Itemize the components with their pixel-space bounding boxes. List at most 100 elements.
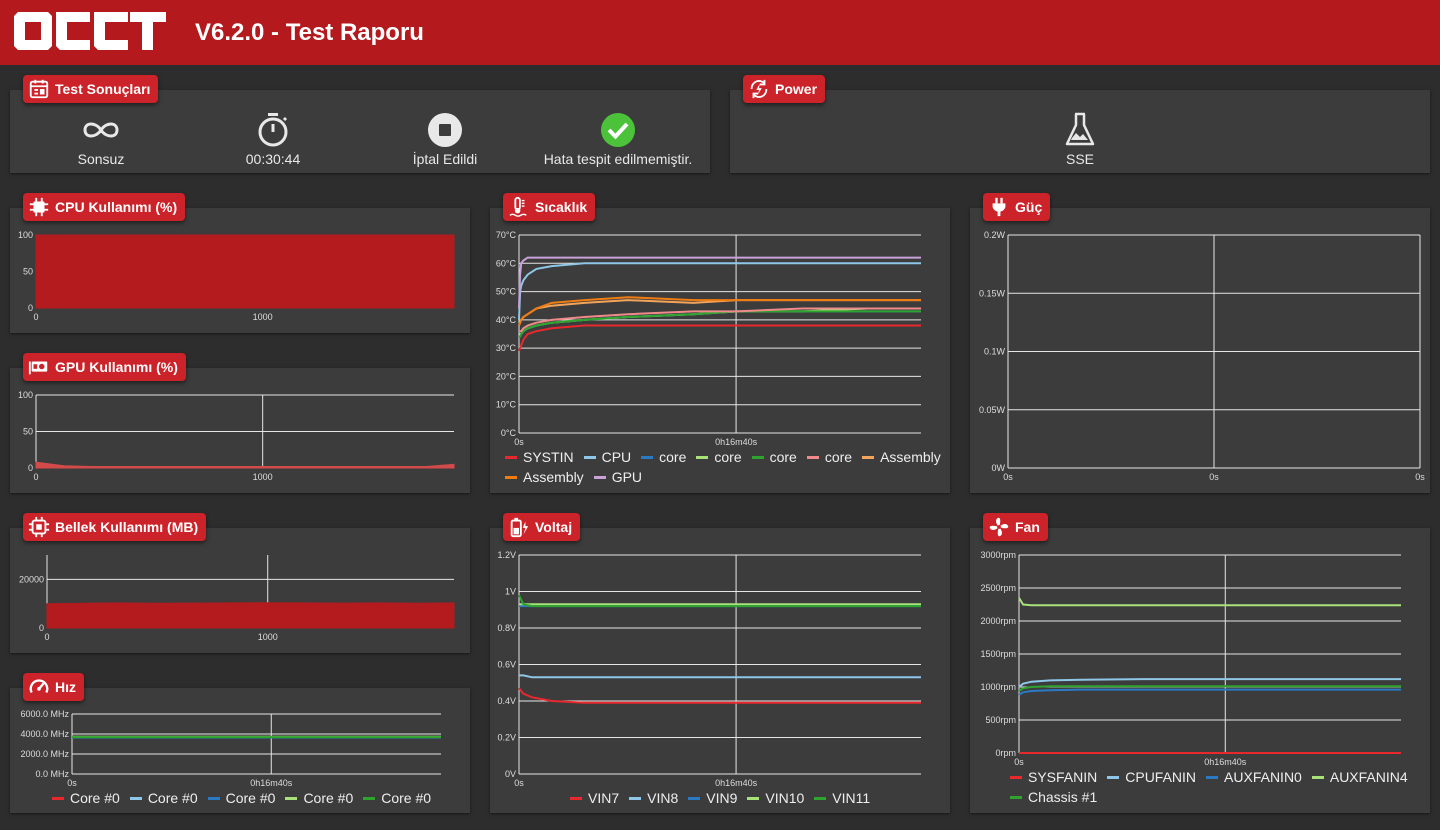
y-tick-label: 100 bbox=[18, 230, 33, 240]
temperature-chart: 0°C 10°C 20°C 30°C 40°C 50°C 60°C 70°C 0s 0h16m40… bbox=[496, 230, 921, 447]
legend-item[interactable]: Chassis #1 bbox=[1010, 789, 1097, 805]
power-chart-panel bbox=[970, 208, 1430, 493]
x-tick-label: 0h16m40s bbox=[1204, 757, 1247, 767]
infinity-icon bbox=[83, 122, 119, 138]
legend-item[interactable]: SYSTIN bbox=[505, 449, 574, 465]
test-results-badge: Test Sonuçları bbox=[23, 75, 159, 103]
legend-item[interactable]: core bbox=[751, 449, 797, 465]
y-tick-label: 40°C bbox=[496, 315, 517, 325]
fan-badge: Fan bbox=[983, 513, 1048, 541]
legend-item[interactable]: SYSFANIN bbox=[1010, 769, 1097, 785]
legend-label: Assembly bbox=[880, 449, 941, 465]
y-tick-label: 0.15W bbox=[979, 288, 1006, 298]
legend-item[interactable]: CPUFANIN bbox=[1107, 769, 1196, 785]
legend-item[interactable]: Core #0 bbox=[363, 790, 431, 806]
fan-title: Fan bbox=[1015, 519, 1040, 535]
legend-item[interactable]: Core #0 bbox=[129, 790, 198, 806]
y-tick-label: 1500rpm bbox=[980, 649, 1016, 659]
y-tick-label: 1V bbox=[505, 587, 516, 597]
legend-swatch bbox=[696, 455, 709, 459]
top-bar: V6.2.0 - Test Raporu bbox=[0, 0, 1440, 65]
legend-item[interactable]: core bbox=[641, 449, 686, 465]
fan-panel bbox=[970, 528, 1430, 813]
cpu-usage-badge: CPU Kullanımı (%) bbox=[23, 193, 186, 221]
status-stat: İptal Edildi bbox=[355, 112, 535, 167]
legend-swatch bbox=[1206, 775, 1219, 779]
y-tick-label: 0V bbox=[505, 769, 516, 779]
power-chart-title: Güç bbox=[1015, 199, 1043, 215]
line-core-series bbox=[519, 307, 921, 333]
legend-label: CPU bbox=[601, 449, 632, 465]
legend-item[interactable]: Assembly bbox=[862, 449, 941, 465]
fan-legend: SYSFANIN CPUFANIN AUXFANIN0 AUXFANIN4 Chassi… bbox=[1010, 769, 1420, 805]
fan-chart: 0rpm 500rpm 1000rpm 1500rpm 2000rpm 2500rpm 30… bbox=[980, 550, 1401, 767]
legend-item[interactable]: VIN8 bbox=[629, 790, 678, 806]
legend-item[interactable]: Core #0 bbox=[285, 790, 353, 806]
area-value-series bbox=[35, 234, 455, 309]
legend-label: SYSTIN bbox=[523, 449, 574, 465]
speedometer-icon bbox=[29, 679, 49, 694]
legend-item[interactable]: AUXFANIN0 bbox=[1206, 769, 1302, 785]
test-mode-stat: Sonsuz bbox=[11, 112, 191, 167]
legend-item[interactable]: Core #0 bbox=[52, 790, 120, 806]
legend-label: GPU bbox=[611, 469, 643, 485]
legend-label: core bbox=[769, 449, 797, 465]
y-tick-label: 20000 bbox=[19, 574, 44, 584]
line-core-series bbox=[519, 310, 921, 338]
speed-title: Hız bbox=[55, 679, 76, 695]
legend-item[interactable]: Core #0 bbox=[207, 790, 275, 806]
legend-item[interactable]: CPU bbox=[583, 449, 632, 465]
gpu-usage-title: GPU Kullanımı (%) bbox=[55, 359, 178, 375]
legend-label: VIN11 bbox=[832, 790, 871, 806]
legend-label: Core #0 bbox=[381, 790, 432, 806]
temperature-panel bbox=[490, 208, 950, 493]
legend-item[interactable]: AUXFANIN4 bbox=[1311, 769, 1408, 785]
legend-item[interactable]: VIN11 bbox=[814, 790, 870, 806]
power-cycle-icon bbox=[750, 79, 768, 99]
memory-usage-panel bbox=[10, 528, 470, 653]
y-tick-label: 60°C bbox=[496, 258, 517, 268]
legend-item[interactable]: Assembly bbox=[505, 469, 584, 485]
line-gpu-series bbox=[518, 256, 921, 309]
legend-label: core bbox=[659, 449, 687, 465]
legend-label: CPUFANIN bbox=[1125, 769, 1197, 785]
legend-item[interactable]: core bbox=[696, 449, 742, 465]
legend-item[interactable]: core bbox=[806, 449, 852, 465]
legend-label: AUXFANIN4 bbox=[1329, 769, 1408, 785]
area-value-series bbox=[46, 602, 455, 629]
legend-item[interactable]: VIN9 bbox=[688, 790, 737, 806]
y-tick-label: 0.2W bbox=[984, 230, 1006, 240]
y-tick-label: 6000.0 MHz bbox=[20, 709, 69, 719]
legend-item[interactable]: GPU bbox=[593, 469, 643, 485]
legend-swatch bbox=[641, 455, 654, 459]
y-tick-label: 500rpm bbox=[985, 715, 1016, 725]
legend-item[interactable]: VIN10 bbox=[747, 790, 804, 806]
x-tick-label: 0h16m40s bbox=[715, 437, 758, 447]
legend-swatch bbox=[629, 796, 642, 800]
line-vin11-series bbox=[518, 594, 921, 608]
stopwatch-icon bbox=[258, 113, 288, 147]
x-tick-label: 1000 bbox=[253, 472, 273, 482]
duration-label: 00:30:44 bbox=[245, 151, 301, 167]
legend-swatch bbox=[1010, 795, 1022, 799]
occt-logo bbox=[14, 12, 166, 50]
legend-swatch bbox=[1010, 775, 1022, 779]
line-systin-series bbox=[518, 324, 921, 352]
temperature-title: Sıcaklık bbox=[535, 199, 588, 215]
x-tick-label: 0 bbox=[33, 472, 38, 482]
cpu-chip-icon bbox=[29, 197, 49, 217]
x-tick-label: 0s bbox=[1014, 757, 1024, 767]
thermometer-icon bbox=[509, 196, 527, 217]
instruction-set-label: SSE bbox=[1065, 151, 1094, 167]
gpu-usage-panel bbox=[10, 368, 470, 493]
duration-stat: 00:30:44 bbox=[183, 112, 363, 167]
y-tick-label: 0.8V bbox=[497, 623, 516, 633]
y-tick-label: 70°C bbox=[496, 230, 517, 240]
legend-item[interactable]: VIN7 bbox=[570, 790, 619, 806]
legend-swatch bbox=[363, 796, 376, 800]
y-tick-label: 0.05W bbox=[979, 405, 1006, 415]
x-tick-label: 0s bbox=[1415, 472, 1425, 482]
x-tick-label: 0 bbox=[44, 632, 49, 642]
stop-icon bbox=[428, 113, 462, 147]
line-vin7-series bbox=[518, 687, 921, 704]
